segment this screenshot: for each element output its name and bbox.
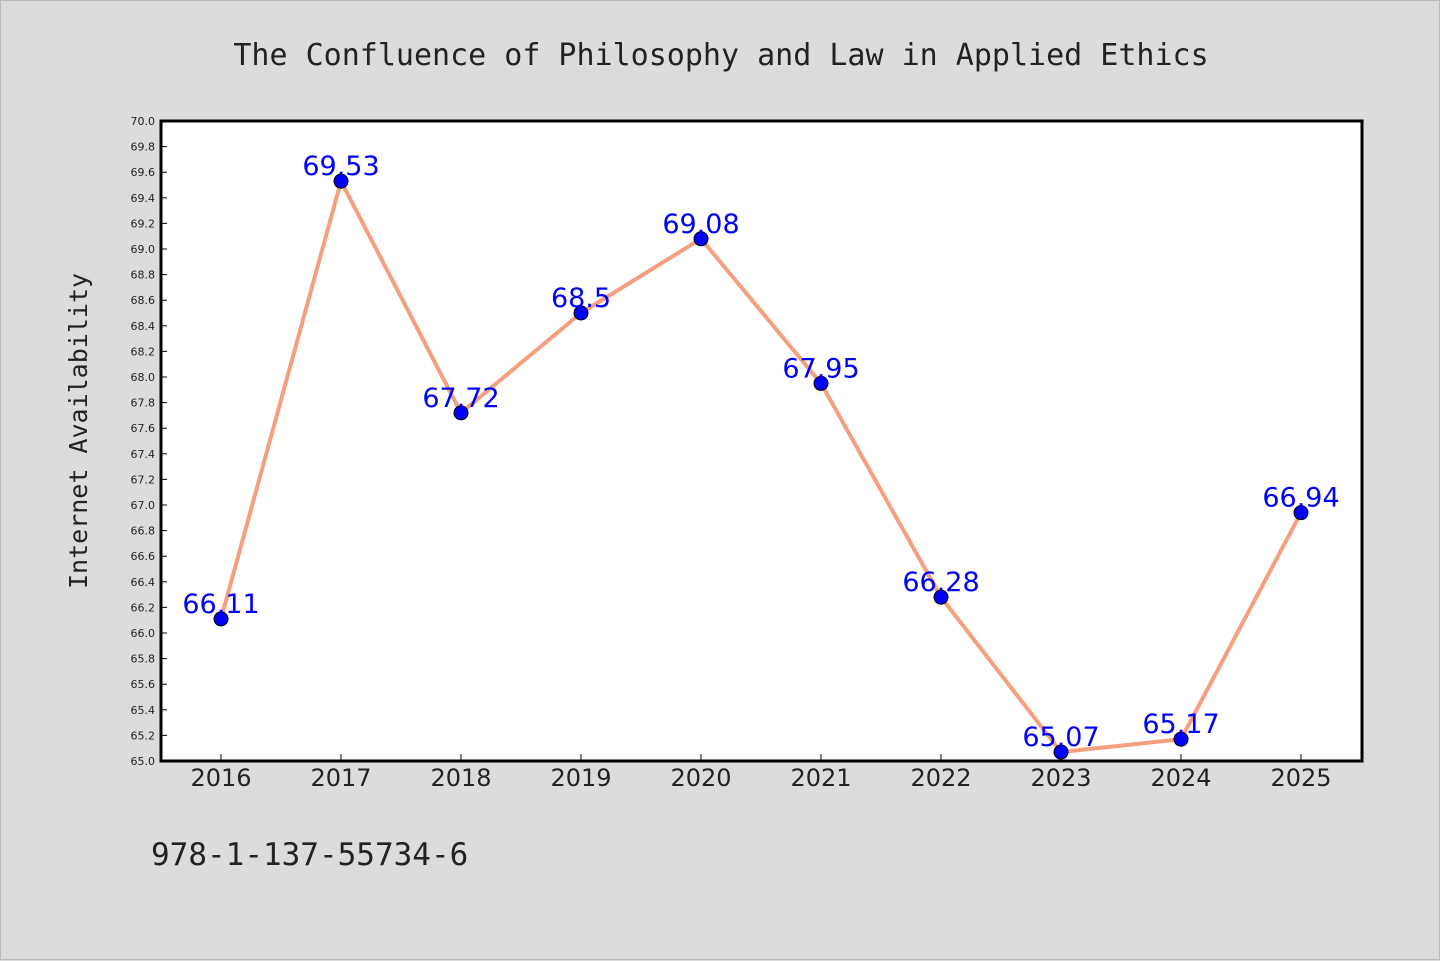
x-tick-label: 2024 bbox=[1150, 764, 1211, 792]
data-label: 69.53 bbox=[302, 151, 379, 182]
x-tick-label: 2023 bbox=[1030, 764, 1091, 792]
y-tick-label: 67.0 bbox=[131, 499, 156, 512]
y-tick-label: 67.4 bbox=[131, 448, 156, 461]
chart-title: The Confluence of Philosophy and Law in … bbox=[233, 38, 1208, 73]
x-tick-label: 2017 bbox=[310, 764, 371, 792]
y-tick-label: 68.4 bbox=[131, 320, 156, 333]
data-point-marker bbox=[1053, 744, 1069, 760]
data-label: 65.07 bbox=[1022, 722, 1099, 753]
y-tick-label: 66.6 bbox=[131, 550, 156, 563]
y-tick-label: 68.6 bbox=[131, 294, 156, 307]
y-axis-label: Internet Availability bbox=[64, 273, 93, 589]
y-tick-label: 66.2 bbox=[131, 601, 156, 614]
data-point-marker bbox=[813, 375, 829, 391]
x-tick-label: 2018 bbox=[430, 764, 491, 792]
data-label: 66.28 bbox=[902, 567, 979, 598]
data-point-marker bbox=[573, 305, 589, 321]
data-point-marker bbox=[453, 405, 469, 421]
x-tick-label: 2019 bbox=[550, 764, 611, 792]
y-tick-label: 65.4 bbox=[131, 704, 156, 717]
plot-area bbox=[159, 119, 1364, 763]
data-label: 65.17 bbox=[1142, 709, 1219, 740]
y-tick-label: 67.6 bbox=[131, 422, 156, 435]
series-line bbox=[219, 179, 1303, 755]
data-point-marker bbox=[333, 173, 349, 189]
x-tick-label: 2016 bbox=[190, 764, 251, 792]
data-point-marker bbox=[1293, 505, 1309, 521]
y-tick-label: 69.4 bbox=[131, 192, 156, 205]
data-point-marker bbox=[693, 231, 709, 247]
y-tick-label: 68.2 bbox=[131, 345, 156, 358]
y-tick-label: 66.4 bbox=[131, 576, 156, 589]
data-point-marker bbox=[933, 589, 949, 605]
x-tick-label: 2025 bbox=[1270, 764, 1331, 792]
data-label: 67.72 bbox=[422, 383, 499, 414]
data-label: 68.5 bbox=[551, 283, 611, 314]
series-line-group bbox=[219, 179, 1303, 755]
y-tick-label: 66.0 bbox=[131, 627, 156, 640]
y-tick-label: 67.8 bbox=[131, 397, 156, 410]
y-tick-label: 67.2 bbox=[131, 473, 156, 486]
data-point-marker bbox=[213, 611, 229, 627]
y-tick-label: 69.2 bbox=[131, 217, 156, 230]
y-tick-label: 65.2 bbox=[131, 729, 156, 742]
y-tick-label: 68.0 bbox=[131, 371, 156, 384]
x-axis-ticks: 2016 2017 2018 2019 2020 2021 2022 2023 2024 2025 bbox=[190, 754, 1332, 792]
y-tick-label: 65.8 bbox=[131, 653, 156, 666]
data-label: 69.08 bbox=[662, 209, 739, 240]
y-tick-label: 65.6 bbox=[131, 678, 156, 691]
data-label: 66.94 bbox=[1262, 483, 1339, 514]
footer-isbn: 978-1-137-55734-6 bbox=[151, 837, 468, 873]
y-tick-label: 69.0 bbox=[131, 243, 156, 256]
y-tick-label: 66.8 bbox=[131, 525, 156, 538]
x-tick-label: 2021 bbox=[790, 764, 851, 792]
x-tick-label: 2020 bbox=[670, 764, 731, 792]
data-labels: 66.11 69.53 67.72 68.5 69.08 67.95 66.28 65.07 6… bbox=[182, 151, 1339, 753]
y-axis-ticks: 65.0 65.2 65.4 65.6 65.8 66.0 66.2 66.4 66.6 66.8… bbox=[131, 115, 167, 768]
x-tick-label: 2022 bbox=[910, 764, 971, 792]
y-tick-label: 69.8 bbox=[131, 141, 156, 154]
data-label: 67.95 bbox=[782, 353, 859, 384]
y-tick-label: 69.6 bbox=[131, 166, 156, 179]
data-points bbox=[213, 173, 1309, 760]
data-point-marker bbox=[1173, 731, 1189, 747]
y-tick-label: 65.0 bbox=[131, 755, 156, 768]
data-label: 66.11 bbox=[182, 589, 259, 620]
y-tick-label: 70.0 bbox=[131, 115, 156, 128]
y-tick-label: 68.8 bbox=[131, 269, 156, 282]
